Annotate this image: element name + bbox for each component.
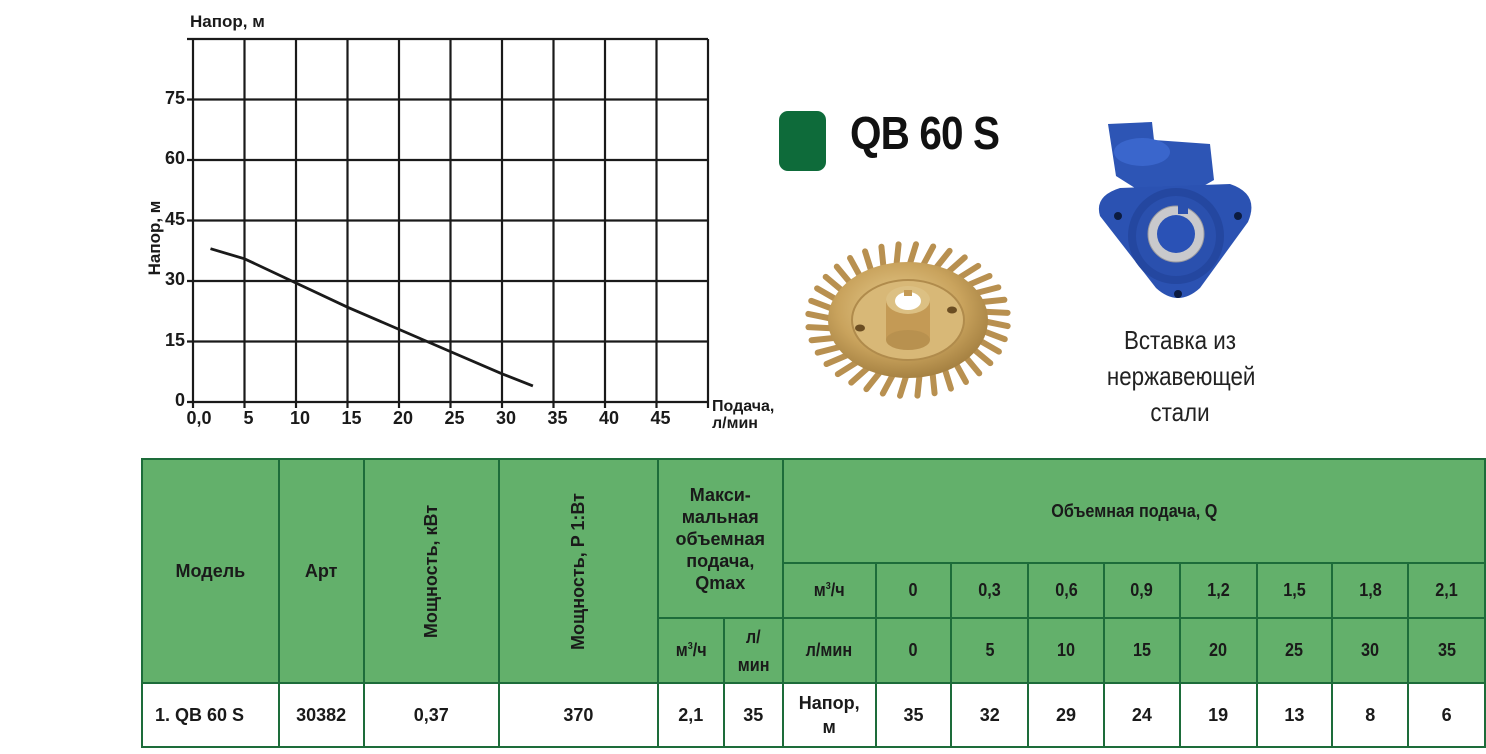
flow-m3h-cell: 1,8	[1331, 562, 1410, 619]
header-qmax-line1: Макси-	[689, 484, 751, 505]
housing-caption: Вставка из нержавеющей стали	[1106, 322, 1256, 430]
flow-lmin-cell: 5	[950, 617, 1030, 684]
y-tick-label: 15	[164, 329, 185, 350]
header-flow-title: Объемная подача, Q	[781, 458, 1486, 564]
cell-power-w: 370	[497, 682, 659, 748]
cell-qmax-lmin: 35	[722, 682, 784, 748]
cell-model: 1. QB 60 S	[141, 682, 280, 748]
flow-m3h-cell: 1,2	[1178, 562, 1258, 619]
pump-curve-chart: Напор, м Напор, м 0 15 30 45 60 75 0,0 5 10 15 20…	[0, 0, 800, 450]
header-flow-unit-lmin: л/мин	[781, 617, 877, 684]
pump-housing-image	[1098, 122, 1252, 298]
x-tick-label: 15	[341, 408, 362, 428]
header-qmax-line5: Qmax	[695, 572, 746, 593]
flow-m3h-cell: 1,5	[1255, 562, 1334, 619]
y-tick-label: 60	[164, 148, 185, 168]
x-tick-label: 35	[547, 408, 568, 428]
head-value-cell: 8	[1331, 682, 1410, 748]
head-label-line1: Напор,	[798, 693, 860, 713]
flow-m3h-cell: 2,1	[1407, 562, 1486, 619]
caption-line3: стали	[1150, 397, 1210, 427]
head-label-line2: м	[822, 717, 836, 737]
head-value-cell: 24	[1102, 682, 1181, 748]
head-value-cell: 6	[1407, 682, 1486, 748]
x-tick-label: 10	[289, 408, 311, 428]
product-color-badge	[779, 111, 826, 171]
head-value-cell: 35	[874, 682, 953, 748]
spec-table: Модель Арт Мощность, кВт Мощность, P 1:В…	[141, 458, 1486, 748]
cell-art: 30382	[277, 682, 365, 748]
y-tick-label: 45	[164, 208, 185, 229]
cell-power-kw: 0,37	[362, 682, 500, 748]
flow-lmin-cell: 25	[1255, 617, 1334, 684]
header-qmax-line3: объемная	[675, 528, 766, 549]
flow-m3h-cell: 0,9	[1102, 562, 1181, 619]
header-qmax-line2: мальная	[681, 506, 759, 527]
chart-x-axis-title: Подача, л/мин	[712, 398, 774, 432]
y-tick-label: 30	[164, 269, 185, 289]
head-value-cell: 13	[1255, 682, 1334, 748]
header-flow-title-label: Объемная подача, Q	[1050, 500, 1217, 521]
table-row: 1. QB 60 S 30382 0,37 370 2,1 35 Напор, …	[141, 682, 1486, 748]
head-value-cell: 19	[1178, 682, 1258, 748]
x-tick-label: 0,0	[186, 408, 212, 428]
flow-lmin-cell: 15	[1102, 617, 1181, 684]
header-power-w-label: Мощность, P 1:Вт	[567, 492, 588, 650]
header-power-kw: Мощность, кВт	[362, 458, 500, 684]
header-flow-unit-m3h: м3/ч	[781, 562, 877, 619]
header-model: Модель	[141, 458, 280, 684]
flow-lmin-cell: 10	[1027, 617, 1105, 684]
x-tick-label: 25	[444, 408, 465, 428]
x-axis-title-line2: л/мин	[712, 415, 758, 432]
chart-top-axis-title: Напор, м	[190, 12, 265, 31]
chart-plot-area	[187, 37, 710, 408]
flow-lmin-cell: 30	[1331, 617, 1410, 684]
header-power-w: Мощность, P 1:Вт	[497, 458, 659, 684]
flow-lmin-cell: 35	[1407, 617, 1486, 684]
header-art: Арт	[277, 458, 365, 684]
header-power-kw-label: Мощность, кВт	[420, 504, 441, 638]
header-qmax-unit-m3h: м3/ч	[656, 617, 725, 684]
qmax-unit-lmin-line2: мин	[737, 654, 770, 675]
x-tick-label: 45	[650, 408, 671, 428]
flow-lmin-cell: 0	[874, 617, 953, 684]
flow-m3h-cell: 0	[874, 562, 953, 619]
caption-line1: Вставка из	[1123, 325, 1237, 355]
qmax-unit-lmin-line1: л/	[745, 626, 761, 647]
x-tick-label: 20	[392, 408, 414, 428]
x-tick-label: 5	[243, 408, 254, 428]
head-value-cell: 29	[1027, 682, 1105, 748]
header-qmax-line4: подача,	[686, 550, 755, 571]
impeller-image	[805, 241, 1011, 399]
head-value-cell: 32	[950, 682, 1030, 748]
x-tick-label: 40	[598, 408, 620, 428]
x-tick-label: 30	[495, 408, 517, 428]
y-tick-label: 0	[174, 390, 185, 410]
x-axis-title-line1: Подача,	[712, 398, 775, 415]
cell-qmax-m3h: 2,1	[656, 682, 725, 748]
caption-line2: нержавеющей	[1106, 361, 1256, 391]
cell-head-label: Напор, м	[781, 682, 877, 748]
flow-m3h-cell: 0,3	[950, 562, 1030, 619]
y-tick-label: 75	[164, 87, 185, 108]
flow-m3h-cell: 0,6	[1027, 562, 1105, 619]
flow-lmin-cell: 20	[1178, 617, 1258, 684]
header-qmax: Макси- мальная объемная подача, Qmax	[656, 458, 784, 619]
product-title: QB 60 S	[850, 107, 1000, 159]
header-qmax-unit-lmin: л/ мин	[722, 617, 784, 684]
chart-line-qb60s	[210, 247, 534, 388]
